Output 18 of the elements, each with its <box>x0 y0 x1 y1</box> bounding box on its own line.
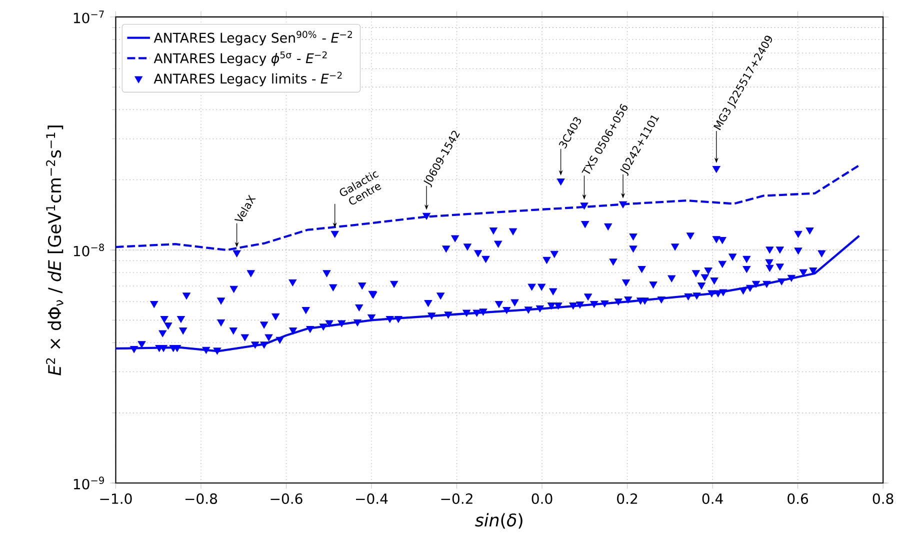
x-tick-label: −0.2 <box>441 493 472 504</box>
y-tick-label: 10$^{−8}$ <box>74 244 104 256</box>
x-tick-label: −1.0 <box>100 493 132 504</box>
x-tick-label: 0.8 <box>872 493 894 504</box>
x-axis-title: sin(δ) <box>475 513 522 529</box>
x-tick-label: −0.6 <box>270 493 302 504</box>
x-tick-label: 0.0 <box>532 493 552 504</box>
text: E$^{2}$ × dΦ$_{ν}$ / dE [GeV$^{1}$cm$^{−2}$s$^{−1}$] <box>46 126 64 376</box>
x-tick-label: 0.6 <box>788 493 808 504</box>
legend-label: ANTARES Legacy ϕ$^{5σ}$ - E$^{−2}$ <box>154 51 327 66</box>
x-tick-label: −0.8 <box>185 493 218 504</box>
legend-label: ANTARES Legacy Sen$^{90%}$ - E$^{−2}$ <box>154 30 352 46</box>
x-tick-label: −0.4 <box>356 493 388 504</box>
x-tick-label: 0.2 <box>617 493 638 504</box>
y-tick-label: 10$^{−7}$ <box>74 10 104 24</box>
legend-label: ANTARES Legacy limits - E$^{−2}$ <box>154 72 342 86</box>
y-tick-label: 10$^{−9}$ <box>74 476 104 490</box>
x-tick-label: 0.4 <box>702 493 723 504</box>
